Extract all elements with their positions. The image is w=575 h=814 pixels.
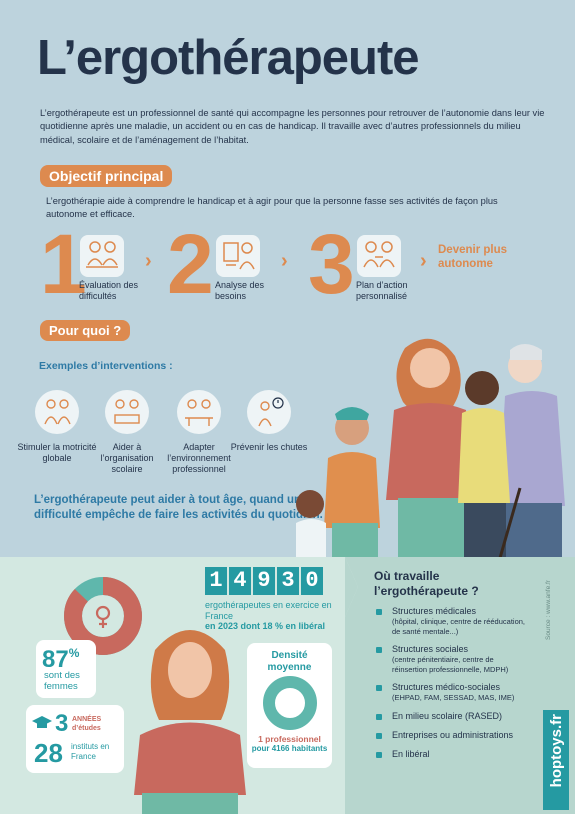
panel-arrow — [336, 557, 358, 617]
brand-logo[interactable]: hoptoys.fr — [548, 714, 565, 788]
women-stat-card — [36, 640, 96, 698]
counter-digit: 4 — [229, 567, 251, 595]
women-percent: 87% — [42, 646, 80, 673]
objectif-description: L’ergothérapie aide à comprendre le hand… — [46, 196, 498, 219]
where-list: Structures médicales (hôpital, clinique, … — [376, 606, 526, 768]
counter-digit: 9 — [253, 567, 275, 595]
density-card — [247, 643, 332, 768]
brand-band — [543, 710, 569, 810]
counter-label: ergothérapeutes en exercice en France en… — [205, 600, 332, 631]
study-label: ANNÉES d’études — [72, 716, 102, 732]
female-symbol-icon — [95, 610, 96, 611]
woman-illustration — [134, 630, 246, 814]
family-illustration — [296, 338, 565, 558]
density-detail: pour 4166 habitants — [251, 744, 328, 753]
where-panel — [345, 557, 575, 814]
age-statement: L’ergothérapeute peut aider à tout âge, … — [34, 494, 323, 521]
intervention-label: Stimuler la motricité globale — [17, 442, 97, 463]
examples-heading: Exemples d’interventions : — [39, 360, 173, 372]
counter-digit: 1 — [205, 567, 227, 595]
intervention-label: Aider à l’organisation scolaire — [100, 442, 154, 474]
page-title: L’ergothérapeute — [37, 31, 420, 85]
list-item: Structures médico-sociales (EHPAD, FAM, S… — [376, 682, 526, 703]
ergotherapists-counter: 1 4 9 3 0 — [205, 567, 323, 595]
intro-text: L’ergothérapeute est un professionnel de… — [40, 108, 545, 145]
step-2-number: 2 — [167, 217, 214, 311]
where-heading: Où travaille l’ergothérapeute ? — [374, 569, 479, 598]
step-1-number: 1 — [40, 217, 87, 311]
school-icon — [105, 390, 149, 434]
list-item: En milieu scolaire (RASED) — [376, 711, 526, 722]
fall-prevention-icon — [247, 390, 291, 434]
list-item: Structures médicales (hôpital, clinique, … — [376, 606, 526, 636]
objectif-heading: Objectif principal — [40, 165, 173, 187]
evaluation-icon — [80, 235, 124, 277]
density-ring — [263, 676, 317, 730]
step-3-label: Plan d’action personnalisé — [356, 280, 408, 301]
motricity-icon — [35, 390, 79, 434]
institutes-count: 28 — [34, 738, 63, 768]
source-text: Source : www.anfe.fr — [545, 580, 552, 640]
intervention-label: Prévenir les chutes — [230, 442, 308, 452]
workplace-icon — [177, 390, 221, 434]
list-item: En libéral — [376, 749, 526, 760]
action-plan-icon — [357, 235, 401, 277]
list-item: Structures sociales (centre pénitentiaire… — [376, 644, 526, 674]
study-years: 3 — [55, 710, 69, 737]
step-2-label: Analyse des besoins — [215, 280, 265, 301]
graduation-cap-icon — [32, 716, 52, 735]
chevron-right-icon: › — [145, 250, 152, 272]
women-label: sont des femmes — [44, 670, 80, 692]
counter-digit: 0 — [301, 567, 323, 595]
women-share-donut — [64, 577, 142, 655]
result-text: Devenir plus autonome — [438, 244, 508, 270]
chevron-right-icon: › — [281, 250, 288, 272]
pourquoi-heading: Pour quoi ? — [40, 320, 131, 341]
list-item: Entreprises ou administrations — [376, 730, 526, 741]
analysis-icon — [216, 235, 260, 277]
step-3-number: 3 — [308, 217, 355, 311]
counter-digit: 3 — [277, 567, 299, 595]
density-heading: Densité moyenne — [267, 650, 312, 673]
chevron-right-icon: › — [420, 250, 427, 272]
step-1-label: Évaluation des difficultés — [79, 280, 139, 301]
institutes-label: instituts en France — [71, 742, 110, 761]
intervention-label: Adapter l’environnement professionnel — [167, 442, 231, 474]
density-value: 1 professionnel — [258, 734, 321, 744]
